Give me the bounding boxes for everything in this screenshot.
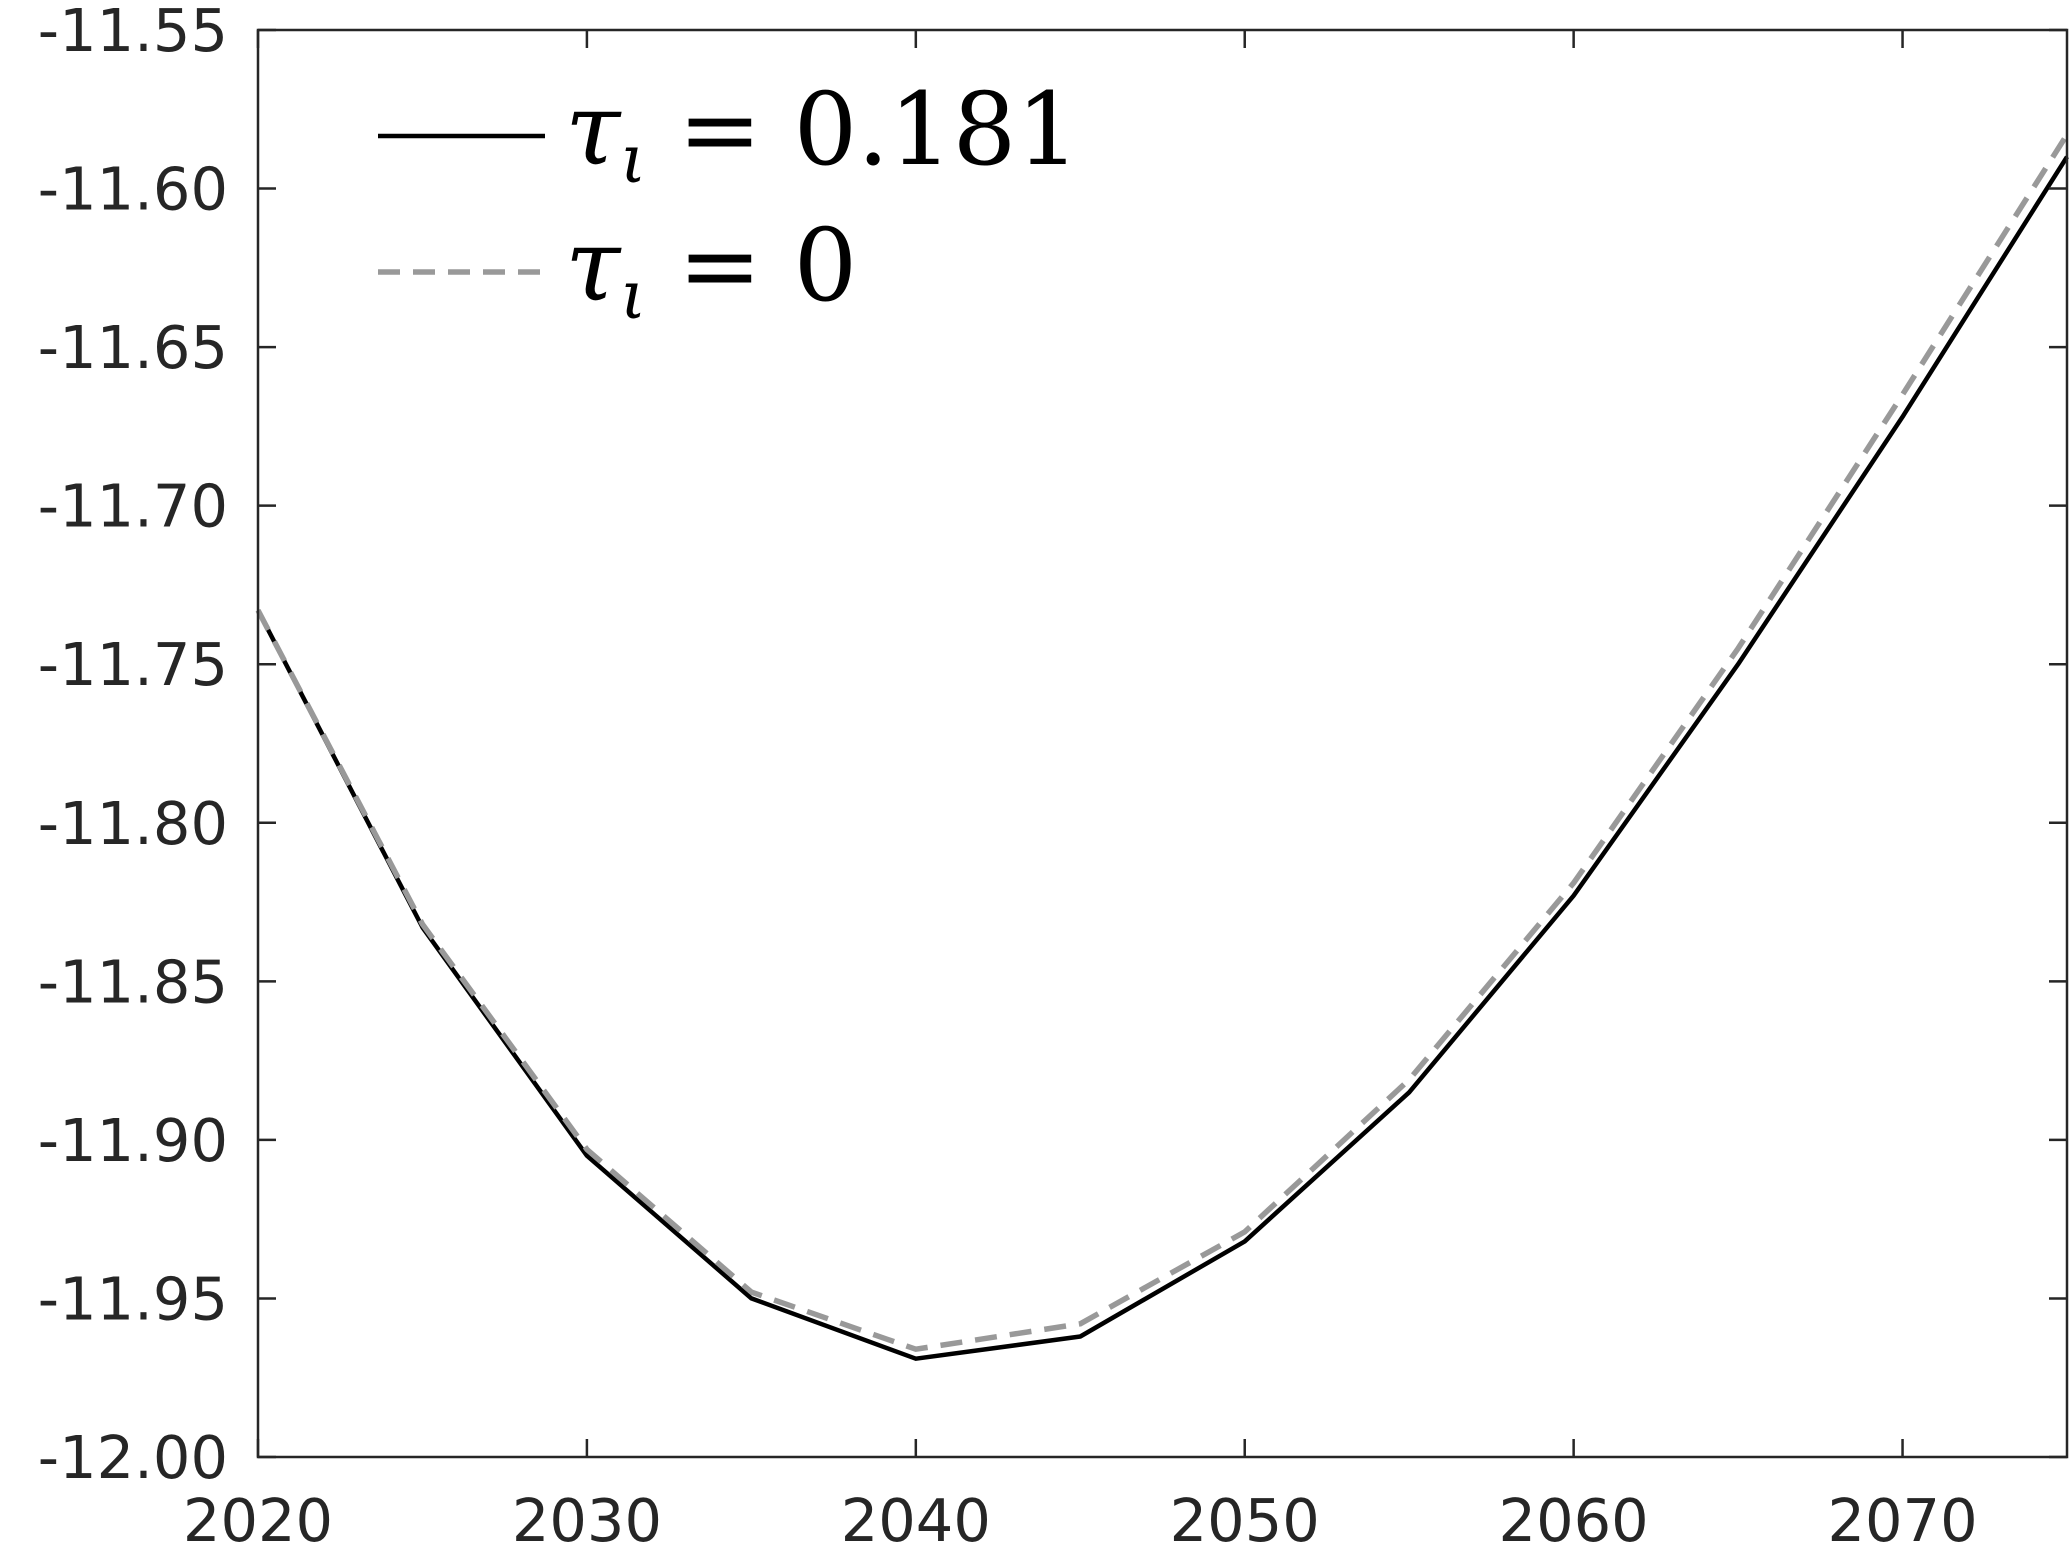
x-tick-label-2040: 2040 [841,1486,991,1553]
x-tick-label-2050: 2050 [1170,1486,1320,1553]
y-tick-label--11.95: -11.95 [38,1264,228,1333]
x-tick-label-2020: 2020 [183,1486,333,1553]
y-tick-label--11.80: -11.80 [38,789,228,858]
y-tick-label--11.55: -11.55 [38,0,228,65]
legend-label-2: τι = 0 [565,207,857,334]
y-tick-label--12.00: -12.00 [38,1423,228,1492]
y-tick-label--11.85: -11.85 [38,947,228,1016]
y-tick-label--11.90: -11.90 [38,1106,228,1175]
series-line-1 [256,155,2069,1361]
x-tick-label-2060: 2060 [1499,1486,1649,1553]
plot-area [255,133,2070,1361]
y-tick-label--11.65: -11.65 [38,313,228,382]
x-tick-label-2070: 2070 [1827,1486,1977,1553]
legend-label-1: τι = 0.181 [565,71,1080,198]
axes: 2020 2030 2040 2050 2060 2070 -11.55 -11.60 -11.… [38,0,2069,1553]
y-tick-label--11.60: -11.60 [38,155,228,224]
y-tick-label--11.75: -11.75 [38,630,228,699]
axes-box [256,28,2069,1459]
y-tick-label--11.70: -11.70 [38,472,228,541]
x-tick-label-2030: 2030 [512,1486,662,1553]
